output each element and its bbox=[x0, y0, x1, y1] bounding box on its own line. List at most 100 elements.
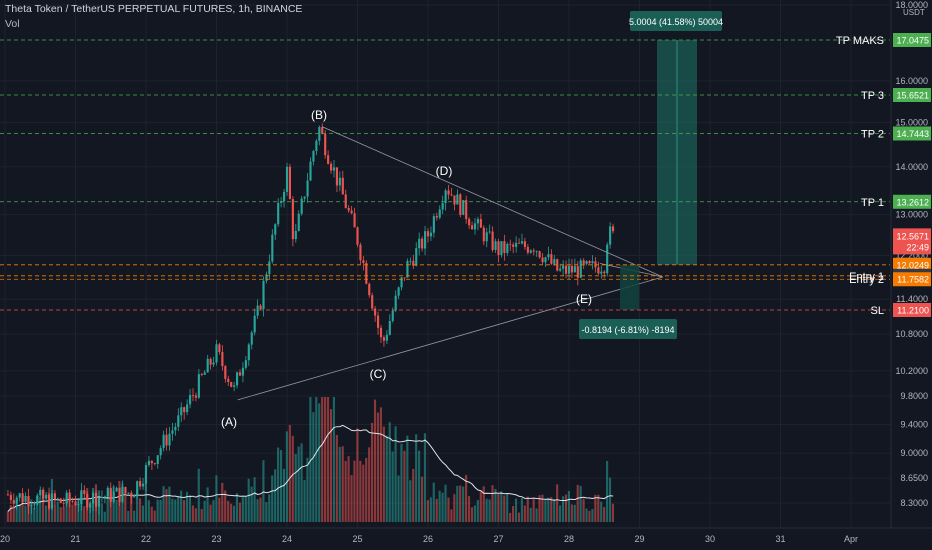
price-level-tag bbox=[893, 194, 931, 209]
level-label: SL bbox=[871, 305, 884, 317]
volume-bar bbox=[212, 500, 215, 522]
candle bbox=[473, 223, 477, 230]
level-label: Entry 1 bbox=[849, 271, 884, 283]
volume-bar bbox=[412, 468, 415, 522]
position-stop-zone[interactable] bbox=[620, 264, 639, 310]
volume-indicator-label[interactable]: Vol bbox=[5, 18, 20, 30]
volume-bar bbox=[503, 495, 506, 522]
volume-bar bbox=[144, 475, 147, 522]
candle bbox=[77, 504, 80, 506]
candle bbox=[576, 266, 579, 278]
candle bbox=[315, 140, 318, 152]
volume-bar bbox=[576, 484, 579, 522]
symbol-title[interactable]: Theta Token / TetherUS PERPETUAL FUTURES… bbox=[5, 3, 303, 15]
volume-bar bbox=[409, 480, 412, 522]
volume-bar bbox=[550, 497, 553, 522]
candle bbox=[150, 460, 153, 464]
candle bbox=[68, 492, 71, 501]
volume-bar bbox=[65, 497, 68, 522]
volume-bar bbox=[136, 489, 139, 522]
candle bbox=[100, 497, 104, 498]
volume-bar bbox=[265, 502, 268, 522]
volume-bar bbox=[71, 504, 74, 522]
candle bbox=[15, 497, 18, 504]
triangle-lower-trendline[interactable] bbox=[237, 276, 663, 401]
candle bbox=[441, 203, 444, 210]
candle bbox=[194, 395, 198, 398]
volume-bar bbox=[564, 494, 568, 522]
volume-bar bbox=[156, 499, 159, 522]
volume-moving-average bbox=[7, 424, 614, 512]
candle bbox=[297, 213, 300, 231]
candle bbox=[36, 495, 39, 505]
volume-bar bbox=[600, 501, 603, 522]
volume-bar bbox=[376, 412, 380, 522]
candle bbox=[435, 216, 438, 218]
volume-bar bbox=[459, 485, 462, 522]
wave-label: (E) bbox=[576, 292, 592, 306]
candle bbox=[94, 492, 98, 507]
volume-bar bbox=[467, 496, 471, 522]
volume-bar bbox=[230, 503, 233, 522]
candle bbox=[335, 167, 339, 186]
candle bbox=[388, 320, 391, 335]
price-level-tag-text: 14.7443 bbox=[896, 129, 929, 139]
candle bbox=[124, 487, 127, 494]
candle bbox=[482, 227, 485, 242]
volume-bar bbox=[597, 494, 600, 522]
volume-bar bbox=[485, 498, 488, 522]
volume-bar bbox=[206, 487, 209, 522]
volume-bar bbox=[429, 497, 432, 522]
volume-bar bbox=[303, 480, 306, 522]
volume-bar bbox=[159, 499, 162, 522]
volume-bar bbox=[400, 443, 403, 522]
candle bbox=[426, 231, 430, 237]
volume-bar bbox=[268, 494, 271, 522]
candle bbox=[153, 463, 156, 465]
volume-bar bbox=[512, 506, 515, 522]
candle bbox=[259, 305, 262, 309]
volume-bar bbox=[582, 498, 585, 522]
price-level-tag bbox=[893, 303, 931, 317]
candle bbox=[359, 244, 362, 261]
candle bbox=[447, 190, 450, 195]
volume-bar bbox=[432, 482, 435, 522]
stop-info-text: -0.8194 (-6.81%) -8194 bbox=[581, 325, 674, 335]
candle bbox=[183, 407, 186, 413]
volume-bar bbox=[259, 497, 262, 522]
candle bbox=[244, 360, 247, 368]
volume-bar bbox=[218, 497, 221, 522]
volume-bar bbox=[185, 491, 189, 522]
candle bbox=[444, 190, 447, 204]
volume-bar bbox=[365, 457, 368, 522]
candle bbox=[564, 265, 568, 274]
bar-countdown: 22:49 bbox=[906, 242, 929, 252]
candle bbox=[350, 210, 353, 214]
candle bbox=[288, 166, 292, 199]
price-level-tag-text: 11.7582 bbox=[897, 275, 929, 285]
time-axis-tick: 24 bbox=[282, 534, 292, 544]
volume-bar bbox=[418, 450, 421, 522]
candle bbox=[238, 372, 242, 376]
volume-bar bbox=[514, 498, 518, 522]
volume-bar bbox=[147, 500, 150, 522]
volume-bar bbox=[329, 409, 333, 522]
candle bbox=[268, 261, 271, 275]
candle bbox=[488, 231, 491, 233]
candle bbox=[550, 254, 553, 264]
volume-bar bbox=[324, 397, 327, 522]
volume-bar bbox=[15, 499, 18, 522]
price-level-tag-text: 17.0475 bbox=[896, 36, 929, 46]
candle bbox=[570, 265, 574, 273]
time-axis-tick: 27 bbox=[493, 534, 503, 544]
volume-bar bbox=[561, 496, 565, 522]
candle bbox=[106, 487, 109, 497]
candle bbox=[585, 261, 588, 264]
candle bbox=[294, 230, 297, 240]
volume-bar bbox=[180, 490, 183, 522]
volume-bar bbox=[338, 446, 341, 522]
candle bbox=[332, 167, 336, 171]
volume-bar bbox=[373, 399, 377, 522]
volume-bar bbox=[141, 505, 145, 522]
